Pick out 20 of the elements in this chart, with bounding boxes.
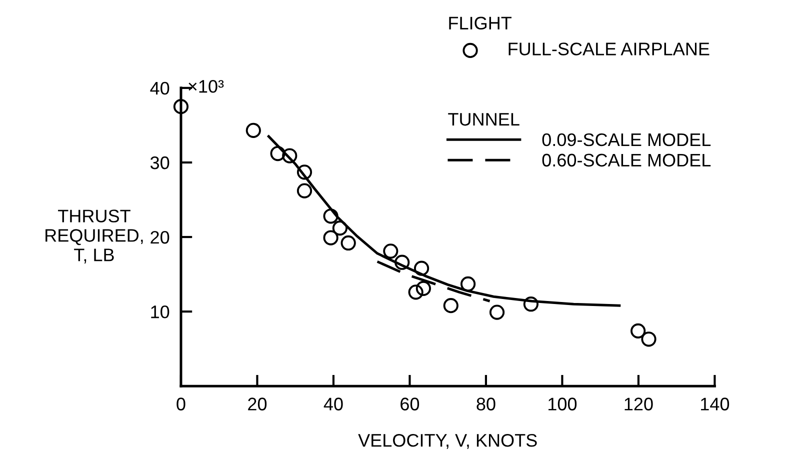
y-tick-label: 10 [151,305,170,318]
x-axis-title: VELOCITY, V, KNOTS [358,434,537,449]
legend-label: 0.60-SCALE MODEL [542,154,711,167]
x-tick-label: 20 [248,398,267,410]
y-tick-label: 30 [150,156,170,170]
x-tick-label: 0 [176,398,186,410]
y-tick-label: 20 [150,230,170,244]
annotation: TUNNEL [448,113,520,126]
x-tick-label: 40 [324,398,343,410]
y-axis-title: THRUST REQUIRED, T, LB [46,210,143,264]
legend-label: FULL-SCALE AIRPLANE [508,42,710,56]
annotation: ×10³ [188,80,224,93]
x-tick-label: 60 [400,398,420,410]
x-tick-label: 120 [624,398,653,410]
x-tick-label: 100 [548,398,577,410]
x-tick-label: 140 [701,398,730,410]
y-tick-label: 40 [150,82,170,95]
legend-label: 0.09-SCALE MODEL [542,133,711,146]
x-tick-label: 80 [476,398,496,410]
legend-title: FLIGHT [449,16,512,30]
